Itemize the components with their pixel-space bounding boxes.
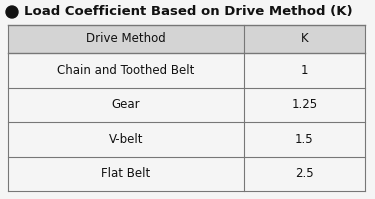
Text: 2.5: 2.5 — [295, 167, 314, 180]
Text: V-belt: V-belt — [108, 133, 143, 146]
Text: 1.5: 1.5 — [295, 133, 314, 146]
Text: Load Coefficient Based on Drive Method (K): Load Coefficient Based on Drive Method (… — [24, 5, 352, 18]
Text: 1.25: 1.25 — [291, 98, 317, 111]
Text: Chain and Toothed Belt: Chain and Toothed Belt — [57, 64, 195, 77]
Text: Drive Method: Drive Method — [86, 32, 166, 46]
Bar — [8, 25, 365, 53]
Text: K: K — [300, 32, 308, 46]
Text: Gear: Gear — [111, 98, 140, 111]
Circle shape — [6, 6, 18, 18]
Text: Flat Belt: Flat Belt — [101, 167, 150, 180]
Text: 1: 1 — [300, 64, 308, 77]
